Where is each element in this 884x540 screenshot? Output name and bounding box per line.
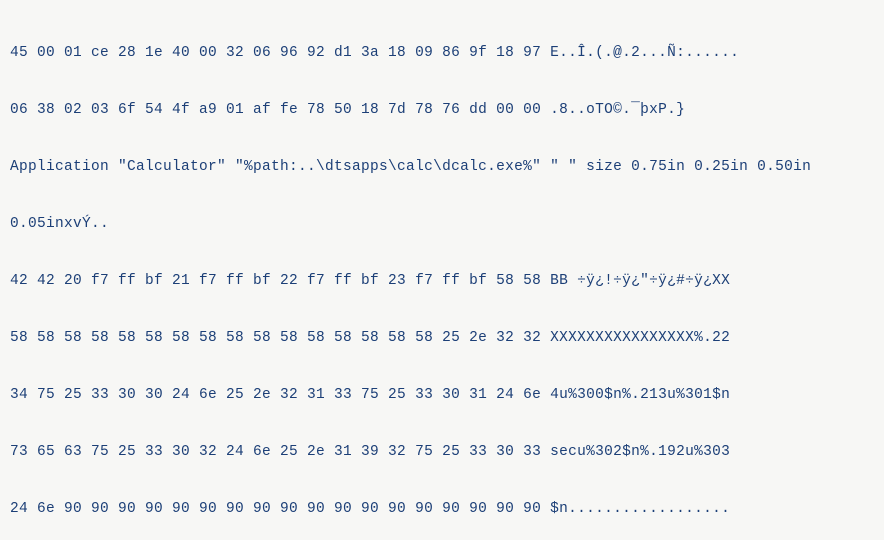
dump-line: 0.05inxvÝ.. xyxy=(10,215,874,234)
dump-line: Application "Calculator" "%path:..\dtsap… xyxy=(10,158,874,177)
dump-line: 42 42 20 f7 ff bf 21 f7 ff bf 22 f7 ff b… xyxy=(10,272,874,291)
dump-line: 73 65 63 75 25 33 30 32 24 6e 25 2e 31 3… xyxy=(10,443,874,462)
dump-line: 34 75 25 33 30 30 24 6e 25 2e 32 31 33 7… xyxy=(10,386,874,405)
dump-line: 24 6e 90 90 90 90 90 90 90 90 90 90 90 9… xyxy=(10,500,874,519)
dump-line: 58 58 58 58 58 58 58 58 58 58 58 58 58 5… xyxy=(10,329,874,348)
dump-line: 06 38 02 03 6f 54 4f a9 01 af fe 78 50 1… xyxy=(10,101,874,120)
hex-dump-block: 45 00 01 ce 28 1e 40 00 32 06 96 92 d1 3… xyxy=(0,0,884,540)
dump-line: 45 00 01 ce 28 1e 40 00 32 06 96 92 d1 3… xyxy=(10,44,874,63)
